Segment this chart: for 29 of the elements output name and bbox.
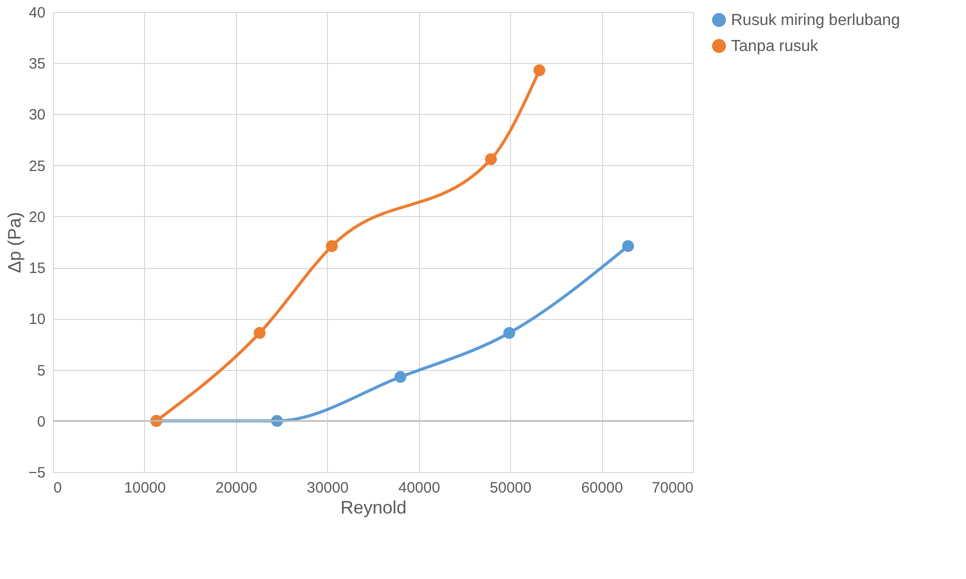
x-tick-label: 10000: [124, 480, 166, 496]
y-tick-label: 35: [28, 56, 46, 73]
x-tick-label: 20000: [216, 480, 258, 496]
x-tick-label: 70000: [652, 480, 694, 496]
point: [622, 240, 634, 252]
x-tick-label: 30000: [306, 480, 349, 496]
x-tick-label: 0: [54, 480, 62, 496]
point: [254, 327, 266, 339]
y-tick-label: 0: [37, 413, 46, 430]
point: [394, 371, 406, 383]
y-tick-label: 30: [28, 106, 46, 124]
y-tick-label: 15: [28, 260, 46, 278]
point: [533, 64, 546, 76]
y-tick-label: 40: [28, 4, 46, 22]
y-tick-label: 25: [28, 158, 46, 175]
point: [326, 240, 338, 252]
y-tick-label: 10: [28, 311, 46, 328]
y-tick-label: 5: [37, 362, 46, 380]
y-tick-label: −5: [28, 464, 46, 482]
y-tick-label: 20: [28, 208, 46, 226]
point: [485, 153, 497, 166]
y-axis-title: Δp (Pa): [4, 212, 24, 274]
point: [503, 327, 516, 339]
legend-label: Rusuk miring berlubang: [731, 12, 900, 29]
x-tick-label: 60000: [581, 480, 623, 496]
x-axis-title: Reynold: [340, 498, 407, 518]
x-tick-label: 50000: [490, 480, 532, 496]
legend-label: Tanpa rusuk: [731, 38, 820, 55]
x-tick-label: 40000: [398, 480, 440, 496]
